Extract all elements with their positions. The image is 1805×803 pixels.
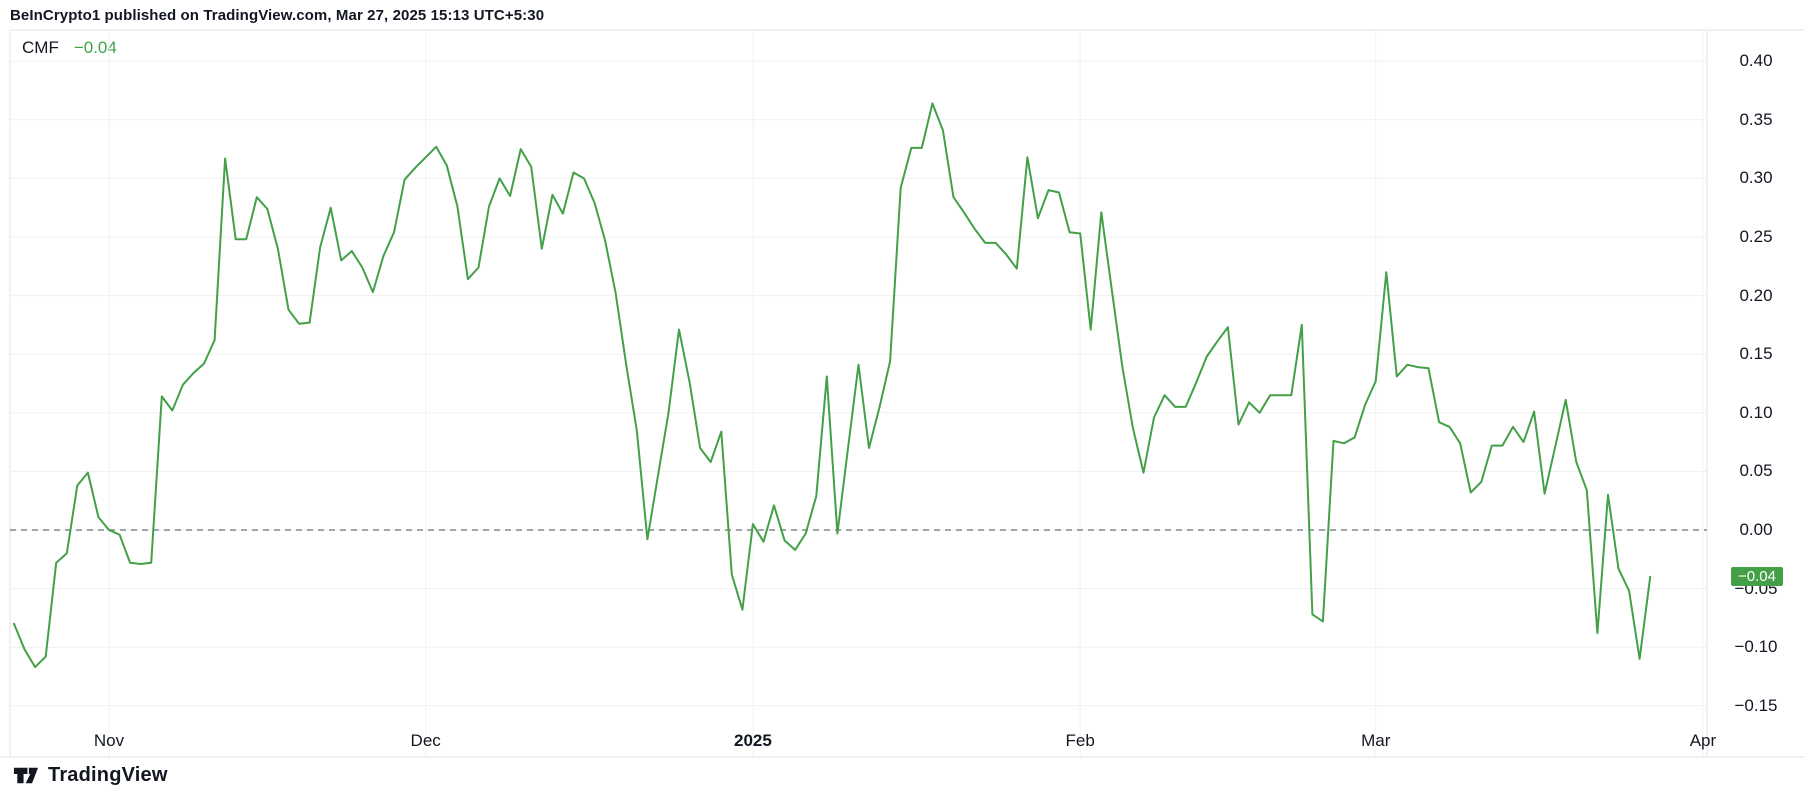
time-tick-label: Dec — [410, 731, 441, 750]
indicator-value-label: −0.04 — [73, 38, 117, 57]
price-tick-label: 0.40 — [1739, 51, 1773, 71]
attribution-header: BeInCrypto1 published on TradingView.com… — [10, 7, 545, 24]
tradingview-logo-icon — [13, 767, 39, 784]
price-tick-label: 0.20 — [1739, 285, 1773, 305]
indicator-legend: CMF −0.04 — [22, 38, 117, 58]
tradingview-logo[interactable]: TradingView — [12, 762, 168, 789]
price-tick-label: −0.10 — [1734, 637, 1778, 657]
time-tick-label: Apr — [1689, 731, 1717, 750]
price-tick-label: 0.10 — [1739, 402, 1773, 422]
price-tick-label: 0.15 — [1739, 344, 1773, 364]
price-tick-label: 0.35 — [1739, 109, 1773, 129]
price-tick-label: 0.30 — [1739, 168, 1773, 188]
time-tick-label: 2025 — [733, 731, 772, 750]
price-tick-label: 0.00 — [1739, 520, 1773, 539]
tradingview-logo-text: TradingView — [48, 764, 168, 786]
last-value-badge: −0.04 — [1731, 567, 1783, 587]
price-tick-label: 0.25 — [1739, 227, 1773, 246]
cmf-series-line — [13, 102, 1652, 669]
time-tick-label: Mar — [1361, 731, 1391, 750]
price-tick-label: 0.05 — [1739, 461, 1773, 481]
time-tick-label: Feb — [1065, 731, 1095, 750]
indicator-name-label: CMF — [22, 38, 59, 57]
time-tick-label: Nov — [93, 731, 125, 750]
price-tick-label: −0.15 — [1734, 695, 1778, 715]
